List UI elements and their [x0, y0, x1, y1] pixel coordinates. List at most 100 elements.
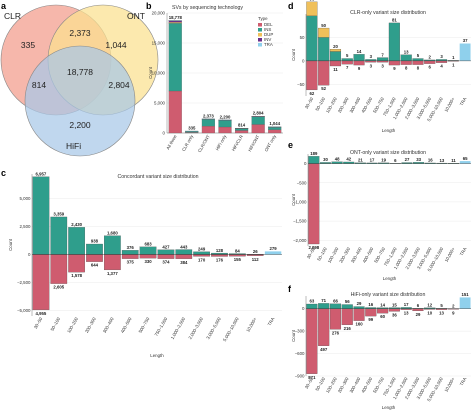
chart-d-xlabel: Length	[382, 128, 396, 133]
chart-c-ins-label: 249	[198, 246, 206, 251]
chart-c-ylabel: Count	[8, 238, 13, 250]
chart-d-ytick: 50	[300, 35, 305, 40]
chart-e-xtick: 30–50	[306, 246, 317, 260]
chart-f-ytick: −900	[295, 374, 305, 379]
chart-c-xtick: 750–1,000	[154, 316, 169, 337]
chart-d-ins-label: 96	[310, 0, 315, 2]
chart-f-ytick: 0	[302, 306, 305, 311]
chart-f-del-label: 36	[392, 312, 397, 317]
chart-f-bar-del	[341, 308, 353, 325]
chart-f-bar-ins	[318, 303, 330, 309]
chart-f-xtick: TRA	[459, 376, 468, 386]
chart-d-bar-del	[353, 60, 365, 66]
chart-e-xtick: TRA	[459, 246, 468, 256]
chart-c-bar-del	[32, 254, 50, 311]
chart-c-xtick: 300–400	[102, 316, 115, 334]
chart-c-xtick: 10,000+	[245, 316, 258, 333]
chart-c-del-label: 374	[162, 260, 170, 265]
panel-label-f: f	[288, 284, 292, 294]
chart-d-bar-del	[341, 60, 353, 65]
venn-region-hifi-only: 2,200	[69, 120, 91, 130]
chart-f-ins-label: 151	[462, 292, 470, 297]
venn-region-clr-hifi: 814	[32, 80, 46, 90]
chart-c-bar-ins	[32, 176, 50, 255]
chart-f-bar-del	[377, 308, 389, 314]
chart-c-bar-ins	[104, 235, 121, 255]
chart-d-bar-tra	[459, 43, 471, 61]
chart-f-xtick: 30–50	[304, 376, 315, 390]
chart-f: HiFi-only variant size distribution Count…	[291, 292, 471, 410]
chart-e-ytick: −1,000	[293, 199, 307, 204]
chart-b-legend-swatch	[258, 23, 262, 27]
chart-d-xtick: TRA	[459, 96, 468, 106]
chart-b-bar-inv	[168, 20, 182, 23]
chart-e-bar-del	[308, 163, 320, 245]
chart-d-ins-label: 20	[333, 44, 338, 49]
chart-c-ins-label: 84	[235, 248, 240, 253]
chart-c-bar-ins	[211, 252, 228, 255]
chart-c-bar-ins	[121, 250, 139, 255]
chart-e-ylabel: Count	[291, 193, 296, 205]
chart-d-ins-label: 13	[404, 49, 409, 54]
chart-e-ins-label: 33	[416, 157, 421, 162]
chart-b-ylabel: Count	[148, 66, 153, 78]
chart-b-bar-ins	[268, 127, 282, 130]
chart-c-xtick: 50–100	[49, 316, 61, 332]
chart-c-xtick: 30–50	[33, 316, 44, 330]
chart-b-title: SVs by sequencing technology	[172, 5, 243, 11]
chart-b-bar-del	[201, 125, 215, 134]
chart-f-del-label: 871	[308, 375, 316, 380]
chart-d-ytick: 0	[302, 58, 305, 63]
chart-f-bar-del	[412, 308, 424, 312]
chart-e: ONT-only variant size distributionCount−…	[291, 150, 471, 281]
chart-f-ins-label: 63	[310, 299, 315, 304]
chart-d-bar-ins	[435, 59, 448, 61]
chart-c-bar-del	[50, 254, 68, 284]
chart-f-xtick: 10,000+	[443, 376, 456, 393]
chart-f-ins-label: 15	[392, 302, 397, 307]
chart-e-ins-label: 17	[370, 158, 375, 163]
venn-region-clr-only: 335	[21, 40, 35, 50]
chart-d-ins-label: 1	[452, 55, 455, 60]
chart-f-xtick: 50–100	[314, 376, 326, 392]
chart-d-bar-dup	[306, 1, 318, 16]
chart-b-xtick: HiFi/CLR	[231, 134, 244, 152]
chart-b-total-label: 18,778	[169, 15, 183, 20]
chart-c-bar-del	[86, 254, 103, 262]
chart-b-bar-del	[268, 129, 282, 134]
venn-region-ont-hifi: 2,804	[108, 80, 130, 90]
chart-c-ytick: 2,500	[20, 224, 32, 229]
chart-f-bar-del	[306, 308, 318, 374]
chart-e-ytick: −500	[297, 180, 307, 185]
chart-e-ins-label: 13	[440, 158, 445, 163]
chart-c-xtick: 100–200	[66, 316, 79, 334]
chart-b-xtick: All three	[165, 134, 178, 151]
chart-c-ins-label: 938	[91, 239, 99, 244]
venn-label-hifi: HiFi	[66, 141, 81, 151]
chart-c-ins-label: 2,430	[71, 222, 82, 227]
chart-d-bar-ins	[377, 57, 389, 61]
chart-b-xtick: HiFi/ONT	[247, 134, 261, 153]
chart-f-del-label: 160	[355, 322, 363, 327]
chart-f-bar-del	[318, 308, 330, 346]
chart-d-del-label: 52	[321, 86, 326, 91]
chart-d-bar-ins	[306, 15, 318, 61]
panel-label-d: d	[288, 1, 294, 11]
chart-b-bar-del	[235, 130, 249, 134]
chart-d-bar-del	[412, 60, 424, 65]
chart-d-title: CLR-only variant size distribution	[350, 10, 426, 16]
chart-d-ins-label: 81	[392, 18, 397, 23]
chart-c-xtick: 1,000–2,000	[170, 316, 187, 340]
chart-d-bar-ins	[412, 58, 424, 61]
chart-f-del-label: 13	[439, 311, 444, 316]
venn-label-ont: ONT	[127, 11, 145, 21]
chart-b-xtick: HiFi only	[214, 133, 227, 151]
chart-b-legend-swatch	[258, 43, 262, 47]
chart-d-del-label: 6	[429, 65, 432, 70]
chart-b-bar-del	[218, 126, 232, 134]
chart-c-del-label: 112	[252, 257, 260, 262]
chart-f-del-label: 216	[344, 326, 352, 331]
chart-e-bar-ins	[343, 161, 355, 164]
venn-region-ont-only: 1,044	[105, 40, 127, 50]
chart-f-del-label: 29	[416, 312, 421, 317]
